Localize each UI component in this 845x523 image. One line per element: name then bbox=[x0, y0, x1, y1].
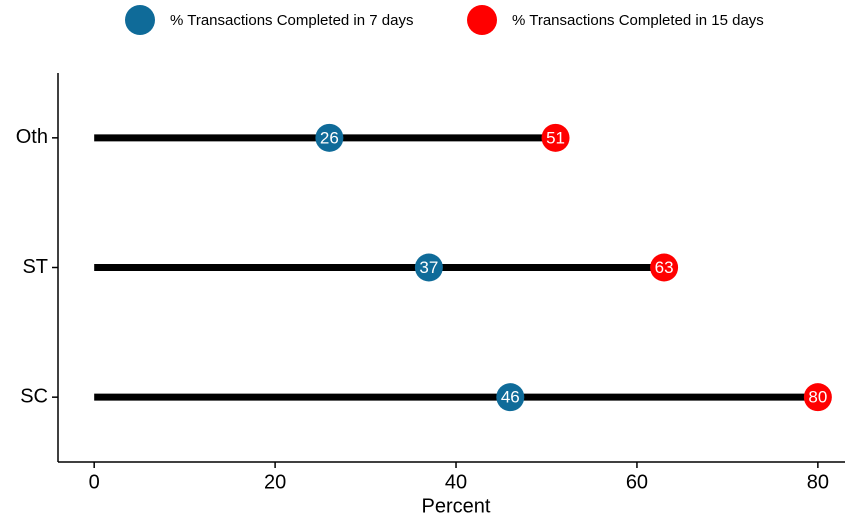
x-tick-label: 40 bbox=[445, 471, 467, 493]
legend-label: % Transactions Completed in 15 days bbox=[512, 12, 764, 29]
y-tick-label: Oth bbox=[16, 126, 48, 148]
legend-swatch bbox=[467, 5, 497, 35]
value-label: 46 bbox=[501, 388, 520, 407]
legend-swatch bbox=[125, 5, 155, 35]
dot bbox=[496, 383, 525, 412]
dot bbox=[650, 253, 679, 282]
y-tick-label: ST bbox=[22, 256, 48, 278]
value-label: 80 bbox=[808, 388, 827, 407]
x-tick-label: 0 bbox=[89, 471, 100, 493]
value-label: 63 bbox=[655, 258, 674, 277]
dot bbox=[315, 123, 344, 152]
legend-label: % Transactions Completed in 7 days bbox=[170, 12, 413, 29]
value-label: 51 bbox=[546, 128, 565, 147]
value-label: 37 bbox=[419, 258, 438, 277]
dot bbox=[803, 383, 832, 412]
x-tick-label: 80 bbox=[807, 471, 829, 493]
x-tick-label: 60 bbox=[626, 471, 648, 493]
x-tick-label: 20 bbox=[264, 471, 286, 493]
y-tick-label: SC bbox=[20, 385, 48, 407]
dot bbox=[541, 123, 570, 152]
value-label: 26 bbox=[320, 128, 339, 147]
x-axis-label: Percent bbox=[422, 495, 491, 517]
dot bbox=[414, 253, 443, 282]
